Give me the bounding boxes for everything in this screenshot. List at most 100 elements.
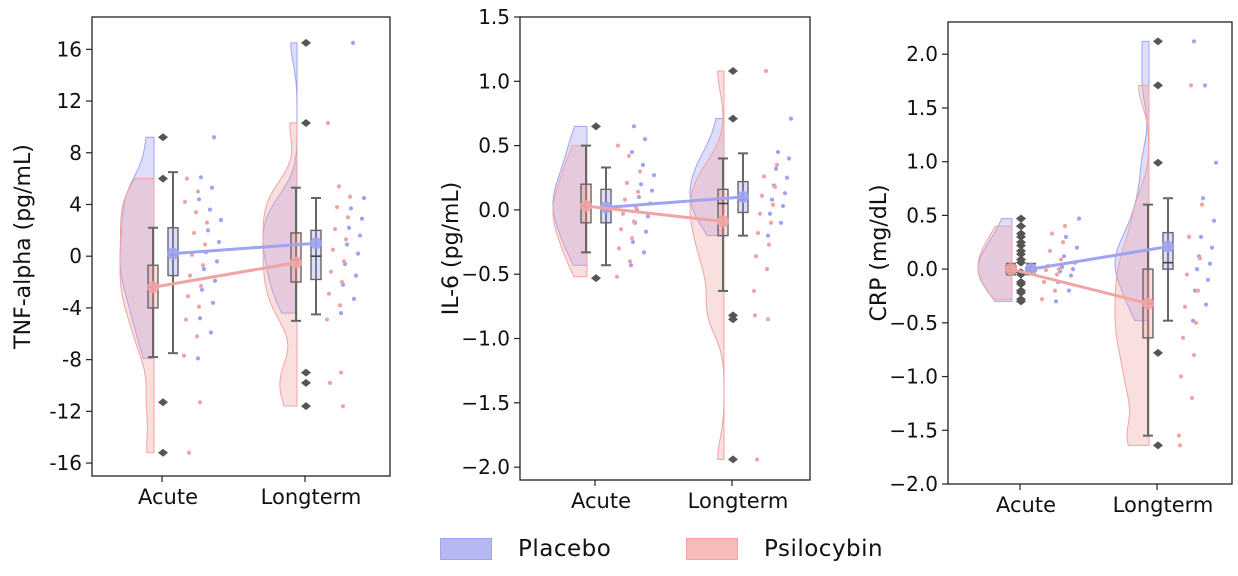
rain-point-psilocybin <box>772 184 778 189</box>
rain-point-psilocybin <box>194 334 200 339</box>
rain-point-psilocybin <box>340 404 346 409</box>
y-tick-label: 4 <box>69 192 82 216</box>
rain-point-psilocybin <box>1177 443 1183 448</box>
rain-point-placebo <box>351 296 357 301</box>
rain-point-placebo <box>197 316 203 321</box>
panel-1: 16 12 8 4 0 -4 -8 -12 -16 TNF-alpha (pg/mL) Acute L… <box>11 16 391 509</box>
mean-line-placebo <box>172 241 317 256</box>
rain-point-placebo <box>786 156 792 161</box>
rain-point-placebo <box>778 220 784 225</box>
y-tick-label: 1.5 <box>478 5 510 29</box>
outlier-marker <box>1153 348 1163 357</box>
rain-point-psilocybin <box>324 317 330 322</box>
rain-point-psilocybin <box>1054 272 1060 277</box>
rain-point-placebo <box>1191 39 1197 44</box>
outlier-marker <box>301 378 311 387</box>
mean-marker-psilocybin <box>580 200 592 213</box>
rain-point-psilocybin <box>184 176 190 181</box>
rain-point-psilocybin <box>1195 288 1201 293</box>
rain-point-psilocybin <box>1193 320 1199 325</box>
outlier-marker <box>1153 81 1163 90</box>
rain-point-placebo <box>338 310 344 316</box>
rain-point-psilocybin <box>615 143 621 148</box>
rain-point-psilocybin <box>755 230 761 236</box>
rain-point-psilocybin <box>764 266 770 272</box>
rain-point-placebo <box>642 137 648 142</box>
y-tick-label: 1.0 <box>906 150 938 174</box>
rain-point-psilocybin <box>761 174 767 179</box>
rain-point-psilocybin <box>1188 83 1194 88</box>
mean-line-psilocybin <box>1010 267 1149 305</box>
rain-point-placebo <box>214 259 220 264</box>
rain-point-psilocybin <box>616 246 622 251</box>
rain-point-psilocybin <box>614 274 620 279</box>
rain-point-psilocybin <box>1184 272 1190 277</box>
rain-point-placebo <box>1203 302 1209 307</box>
x-tick-label: Longterm <box>688 489 789 513</box>
rain-point-placebo <box>631 124 637 129</box>
plot-frame <box>519 16 811 481</box>
y-tick-label: −1.0 <box>889 365 938 389</box>
y-tick-label: −1.5 <box>889 418 938 442</box>
legend-swatch-psilocybin <box>686 538 738 560</box>
rain-point-psilocybin <box>629 236 635 241</box>
rain-point-psilocybin <box>195 189 201 194</box>
rain-point-psilocybin <box>637 169 643 174</box>
y-tick-label: 1.5 <box>906 96 938 120</box>
mean-line-psilocybin <box>585 204 724 223</box>
rain-point-psilocybin <box>197 400 203 405</box>
rain-point-psilocybin <box>183 317 189 322</box>
rain-point-placebo <box>1063 234 1069 239</box>
mean-line-placebo <box>605 195 744 209</box>
outlier-marker <box>1016 295 1026 304</box>
outlier-marker <box>1016 255 1026 264</box>
mean-line-placebo <box>1030 245 1169 271</box>
rain-point-placebo <box>641 250 647 255</box>
rain-point-psilocybin <box>338 370 344 375</box>
rain-point-psilocybin <box>1041 279 1047 285</box>
raincloud-figure: 16 12 8 4 0 -4 -8 -12 -16 TNF-alpha (pg/mL) Acute L… <box>11 5 1233 517</box>
legend-label-placebo: Placebo <box>518 536 612 562</box>
rain-point-psilocybin <box>618 227 624 232</box>
outlier-marker <box>728 315 738 324</box>
plot-frame <box>91 16 391 477</box>
cloud-psilocybin <box>119 178 155 454</box>
cloud-psilocybin <box>552 145 588 278</box>
rain-point-psilocybin <box>1056 267 1062 272</box>
y-tick-label: -8 <box>62 348 82 372</box>
mean-marker-placebo <box>737 191 749 204</box>
rain-point-psilocybin <box>186 450 192 455</box>
rain-point-psilocybin <box>325 120 331 126</box>
rain-point-placebo <box>201 267 207 272</box>
rain-point-psilocybin <box>1191 352 1197 358</box>
rain-point-psilocybin <box>204 220 210 225</box>
rain-point-psilocybin <box>200 263 206 268</box>
rain-point-placebo <box>355 251 361 256</box>
mean-line-psilocybin <box>152 261 297 289</box>
rain-point-placebo <box>630 239 636 245</box>
rain-point-placebo <box>195 356 201 361</box>
y-tick-label: −2.0 <box>461 455 510 479</box>
y-tick-label: 0.0 <box>906 257 938 281</box>
outlier-marker <box>1153 158 1163 167</box>
y-axis-label: TNF-alpha (pg/mL) <box>11 144 36 350</box>
rain-point-psilocybin <box>1039 297 1045 302</box>
rain-point-placebo <box>1190 318 1196 323</box>
rain-point-psilocybin <box>631 219 637 224</box>
rain-point-placebo <box>1059 264 1065 270</box>
rain-point-psilocybin <box>766 242 772 247</box>
rain-point-placebo <box>1213 160 1219 165</box>
rain-point-psilocybin <box>187 273 193 278</box>
rain-point-psilocybin <box>635 189 641 195</box>
rain-point-placebo <box>1053 299 1059 304</box>
outlier-marker <box>1016 214 1026 223</box>
rain-point-placebo <box>361 195 367 201</box>
y-tick-label: 0.0 <box>478 198 510 222</box>
rain-point-placebo <box>638 182 644 187</box>
rain-point-placebo <box>196 197 202 202</box>
rain-point-psilocybin <box>337 303 343 308</box>
outlier-marker <box>1016 222 1026 231</box>
rain-point-placebo <box>765 233 771 238</box>
mean-marker-placebo <box>1162 240 1174 253</box>
outlier-marker <box>1153 37 1163 46</box>
